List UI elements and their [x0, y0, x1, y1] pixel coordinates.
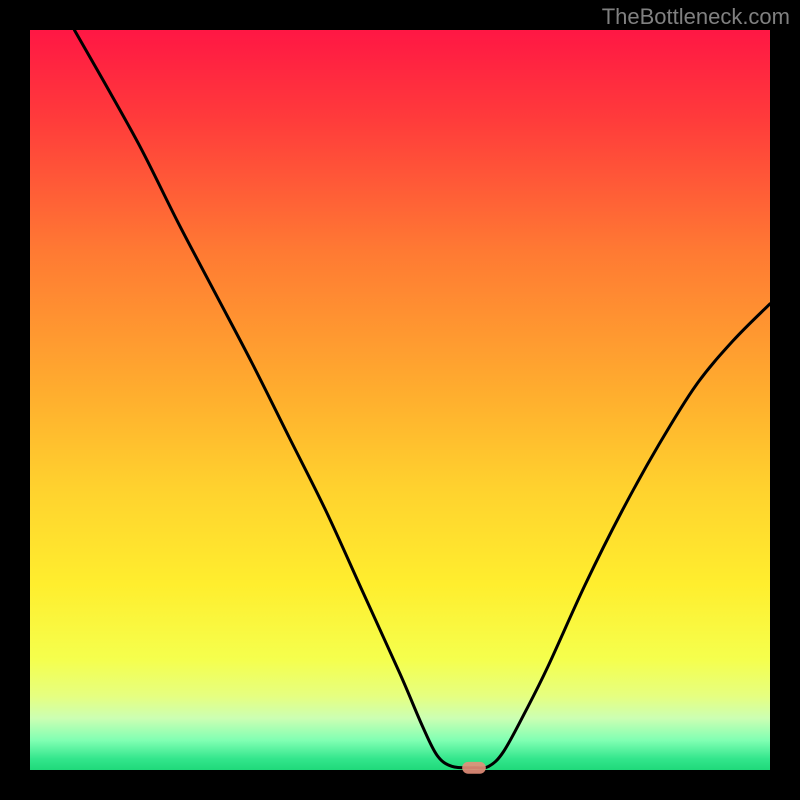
- chart-container: TheBottleneck.com: [0, 0, 800, 800]
- optimal-marker: [462, 762, 486, 774]
- plot-background: [30, 30, 770, 770]
- bottleneck-chart: [0, 0, 800, 800]
- watermark-text: TheBottleneck.com: [602, 4, 790, 30]
